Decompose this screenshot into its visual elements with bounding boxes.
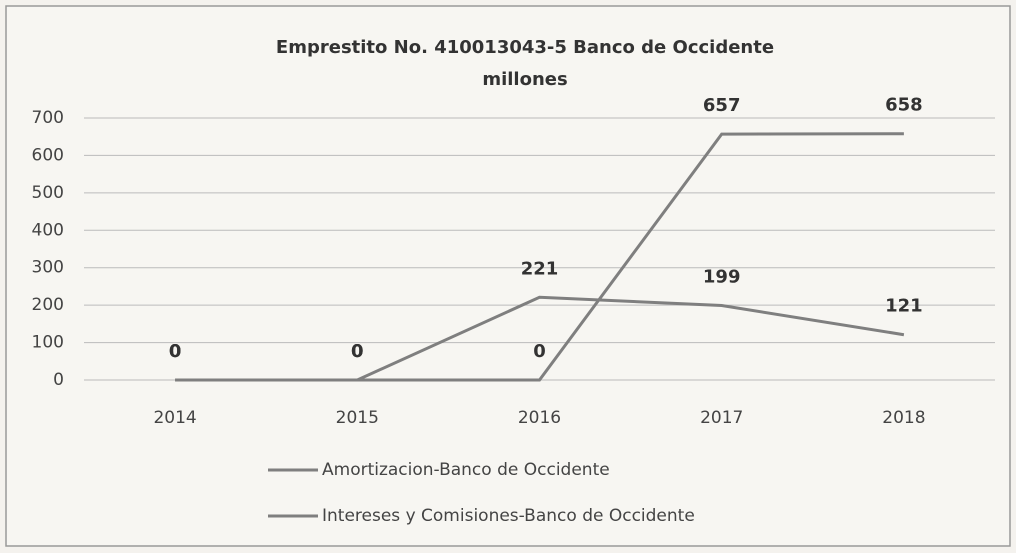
data-label: 221 — [521, 258, 559, 279]
data-label: 0 — [351, 341, 364, 362]
x-tick-label: 2018 — [882, 408, 925, 428]
y-tick-label: 400 — [32, 220, 64, 240]
x-tick-label: 2016 — [518, 408, 561, 428]
legend-label: Intereses y Comisiones-Banco de Occident… — [322, 506, 695, 526]
data-label: 0 — [533, 341, 546, 362]
series-line — [175, 295, 905, 382]
y-tick-label: 600 — [32, 145, 64, 165]
data-label: 121 — [885, 296, 923, 317]
y-tick-label: 0 — [53, 370, 64, 390]
data-label: 0 — [169, 341, 182, 362]
y-tick-label: 200 — [32, 295, 64, 315]
x-tick-label: 2014 — [153, 408, 196, 428]
data-label: 0 — [351, 341, 364, 362]
legend-label: Amortizacion-Banco de Occidente — [322, 460, 610, 480]
chart-title: Emprestito No. 410013043-5 Banco de Occi… — [276, 37, 774, 58]
data-label: 199 — [703, 267, 741, 288]
y-tick-label: 500 — [32, 183, 64, 203]
y-tick-label: 700 — [32, 108, 64, 128]
data-label: 658 — [885, 95, 923, 116]
data-label: 0 — [169, 341, 182, 362]
x-tick-label: 2015 — [336, 408, 379, 428]
data-label: 657 — [703, 95, 741, 116]
x-tick-label: 2017 — [700, 408, 743, 428]
chart-subtitle: millones — [482, 69, 567, 90]
chart-frame — [5, 5, 1011, 547]
y-tick-label: 100 — [32, 333, 64, 353]
y-tick-label: 300 — [32, 258, 64, 278]
